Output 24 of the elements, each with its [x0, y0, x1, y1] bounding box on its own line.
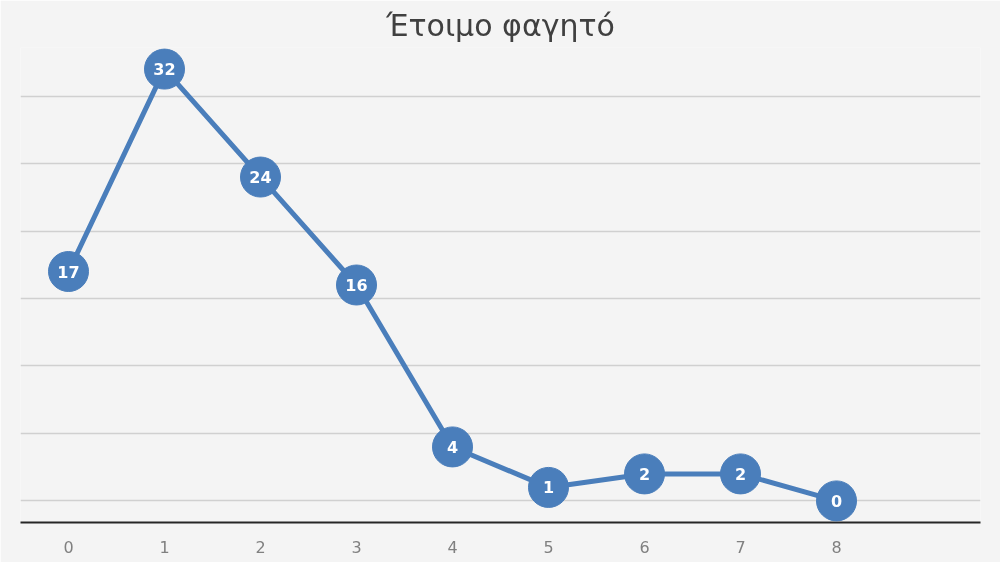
x-tick-label: 2 — [255, 537, 266, 557]
x-tick-label: 6 — [639, 537, 650, 557]
x-tick-label: 0 — [63, 537, 74, 557]
point — [816, 480, 857, 522]
data-label: 32 — [153, 60, 176, 80]
x-tick-label: 5 — [543, 537, 554, 557]
data-label: 16 — [345, 276, 368, 295]
data-label: 24 — [249, 168, 272, 188]
x-tick-label: 3 — [351, 537, 362, 557]
x-tick-label: 7 — [735, 537, 746, 557]
x-tick-label: 1 — [159, 537, 170, 557]
data-label: 17 — [57, 262, 80, 282]
point — [528, 466, 569, 508]
data-label: 1 — [542, 478, 555, 498]
point — [720, 453, 761, 495]
data-label: 2 — [638, 464, 651, 484]
data-label: 4 — [446, 437, 459, 457]
data-label: 0 — [830, 491, 843, 511]
chart-title: Έτοιμο φαγητό — [385, 7, 615, 43]
point — [624, 453, 665, 495]
x-tick-label: 4 — [447, 537, 458, 557]
x-tick-label: 8 — [831, 537, 842, 557]
data-label: 2 — [734, 464, 747, 484]
point — [432, 426, 473, 468]
